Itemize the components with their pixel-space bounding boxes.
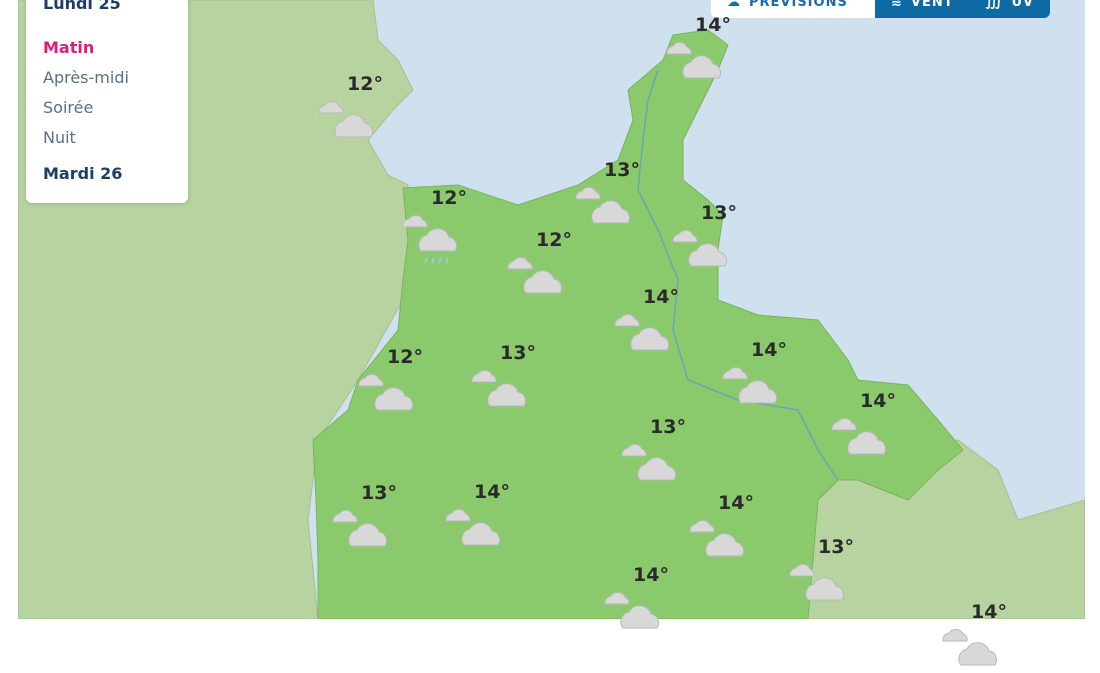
cloud-icon — [444, 505, 506, 553]
temperature-label: 14° — [633, 564, 669, 586]
map-mode-toolbar: ☁ PRÉVISIONS ≋ VENT ∭ UV — [711, 0, 1051, 18]
temperature-label: 12° — [431, 187, 467, 209]
forecast-button[interactable]: ☁ PRÉVISIONS — [711, 0, 875, 18]
uv-label: UV — [1011, 0, 1035, 10]
wind-icon: ≋ — [891, 0, 903, 10]
weather-map[interactable] — [18, 0, 1085, 619]
temperature-label: 14° — [643, 286, 679, 308]
temperature-label: 12° — [347, 73, 383, 95]
uv-button[interactable]: ∭ UV — [969, 0, 1051, 18]
cloud-icon — [331, 506, 393, 554]
temperature-label: 14° — [751, 339, 787, 361]
cloud-icon — [788, 560, 850, 608]
cloud-icon — [506, 253, 568, 301]
cloud-icon — [941, 625, 1003, 673]
cloud-icon — [317, 97, 379, 145]
cloud-icon — [688, 516, 750, 564]
cloud-icon — [830, 414, 892, 462]
temperature-label: 14° — [860, 390, 896, 412]
slot-nuit[interactable]: Nuit — [43, 128, 76, 147]
cloud-icon — [671, 226, 733, 274]
wind-label: VENT — [910, 0, 954, 10]
temperature-label: 14° — [971, 601, 1007, 623]
cloud-icon — [470, 366, 532, 414]
rivers — [637, 69, 839, 481]
heat-icon: ∭ — [985, 0, 1004, 10]
temperature-label: 12° — [536, 229, 572, 251]
temperature-label: 12° — [387, 346, 423, 368]
slot-matin[interactable]: Matin — [43, 38, 95, 57]
wind-button[interactable]: ≋ VENT — [875, 0, 970, 18]
cloud-icon — [620, 440, 682, 488]
cloud-icon: ☁ — [727, 0, 741, 10]
forecast-label: PRÉVISIONS — [749, 0, 848, 10]
temperature-label: 13° — [650, 416, 686, 438]
slot-soiree[interactable]: Soirée — [43, 98, 94, 117]
cloud-icon — [613, 310, 675, 358]
slot-apres-midi[interactable]: Après-midi — [43, 68, 129, 87]
cloud-icon — [721, 363, 783, 411]
temperature-label: 13° — [818, 536, 854, 558]
temperature-label: 14° — [695, 14, 731, 36]
cloud-drizzle-icon — [401, 211, 463, 271]
cloud-icon — [665, 38, 727, 86]
temperature-label: 14° — [474, 481, 510, 503]
temperature-label: 13° — [701, 202, 737, 224]
temperature-label: 13° — [500, 342, 536, 364]
cloud-icon — [357, 370, 419, 418]
temperature-label: 14° — [718, 492, 754, 514]
temperature-label: 13° — [604, 159, 640, 181]
cloud-icon — [574, 183, 636, 231]
time-selector-panel: Lundi 25 Matin Après-midi Soirée Nuit Ma… — [26, 0, 188, 203]
day-label-monday: Lundi 25 — [43, 0, 121, 13]
temperature-label: 13° — [361, 482, 397, 504]
day-label-tuesday[interactable]: Mardi 26 — [43, 164, 123, 183]
cloud-icon — [603, 588, 665, 636]
